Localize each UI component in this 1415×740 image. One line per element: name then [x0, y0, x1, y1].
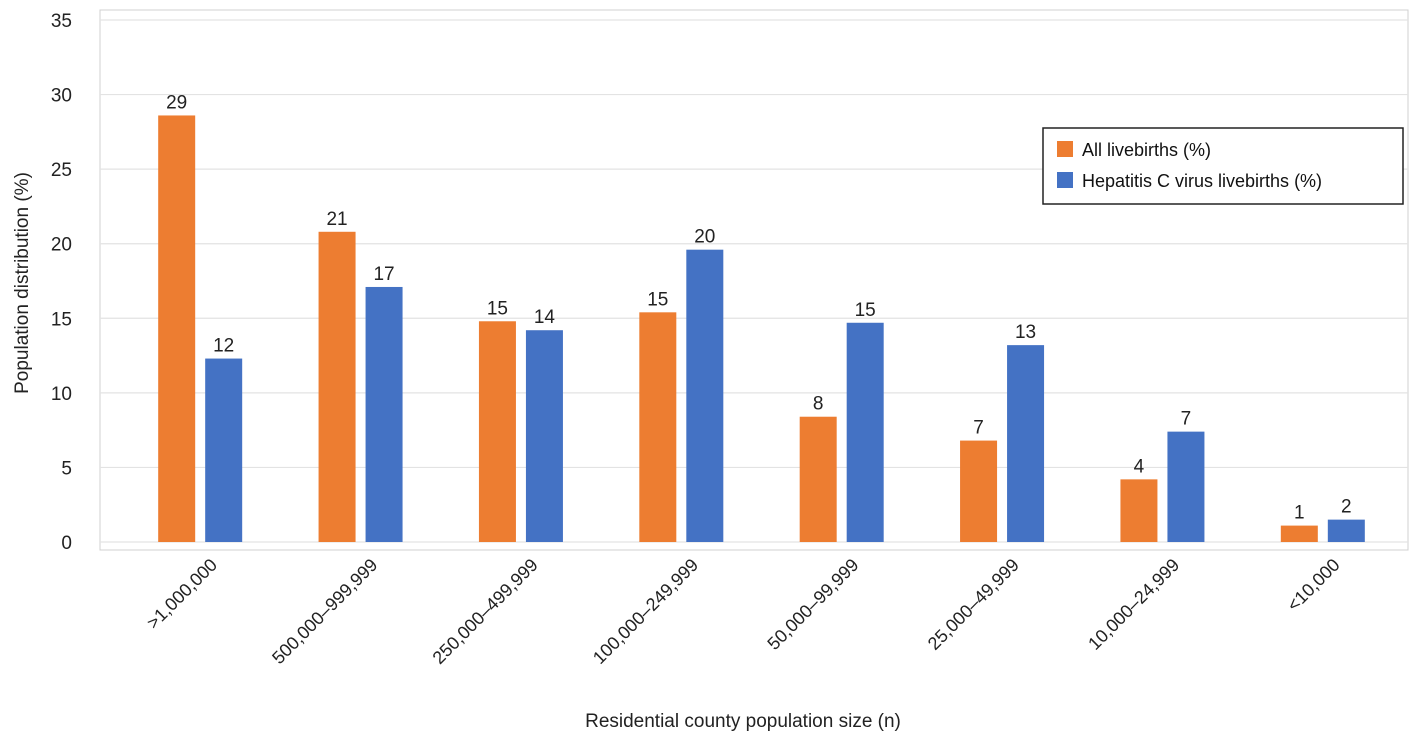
x-tick-label: 100,000–249,999: [589, 555, 702, 668]
x-tick-label: >1,000,000: [143, 555, 221, 633]
bar-all-livebirths: [158, 115, 196, 543]
data-label: 29: [166, 92, 187, 113]
data-label: 14: [534, 307, 556, 328]
bar-all-livebirths: [639, 312, 677, 542]
legend-label-all-livebirths: All livebirths (%): [1082, 140, 1211, 160]
data-label: 2: [1341, 497, 1352, 518]
legend-swatch-all-livebirths: [1057, 141, 1073, 157]
x-axis-title: Residential county population size (n): [585, 711, 901, 732]
data-label: 7: [1181, 409, 1192, 430]
bar-hcv-livebirths: [1007, 345, 1045, 542]
data-label: 4: [1134, 456, 1145, 477]
data-label: 13: [1015, 322, 1036, 343]
bar-all-livebirths: [799, 416, 837, 542]
bar-hcv-livebirths: [686, 249, 724, 542]
y-axis-ticks: 0 5 10 15 20 25 30 35: [51, 11, 72, 554]
bar-all-livebirths: [960, 440, 998, 542]
x-tick-label: 250,000–499,999: [429, 555, 542, 668]
y-tick-label: 20: [51, 235, 72, 256]
legend-label-hcv-livebirths: Hepatitis C virus livebirths (%): [1082, 171, 1322, 191]
data-label: 15: [855, 300, 876, 321]
bar-all-livebirths: [318, 231, 356, 543]
x-tick-label: 50,000–99,999: [763, 555, 862, 654]
y-tick-label: 15: [51, 309, 72, 330]
data-label: 15: [647, 289, 668, 310]
legend-frame: [1042, 127, 1404, 205]
data-label: 1: [1294, 503, 1305, 524]
data-label: 7: [973, 418, 984, 439]
y-tick-label: 35: [51, 11, 72, 32]
bar-all-livebirths: [478, 321, 516, 542]
bar-hcv-livebirths: [1327, 519, 1365, 542]
legend-swatch-hcv-livebirths: [1057, 172, 1073, 188]
bar-hcv-livebirths: [525, 330, 563, 542]
y-tick-label: 0: [61, 533, 72, 554]
data-label: 21: [326, 209, 347, 230]
bar-hcv-livebirths: [1167, 431, 1205, 542]
x-tick-label: 10,000–24,999: [1084, 555, 1183, 654]
x-tick-label: 25,000–49,999: [924, 555, 1023, 654]
bar-hcv-livebirths: [365, 286, 403, 542]
bar-hcv-livebirths: [846, 322, 884, 542]
y-tick-label: 5: [61, 458, 72, 479]
data-label: 15: [487, 298, 508, 319]
plot-frame: [99, 9, 1409, 551]
legend: All livebirths (%) Hepatitis C virus liv…: [1042, 127, 1404, 205]
gridlines: [100, 19, 1408, 543]
x-axis-ticks: >1,000,000 500,000–999,999 250,000–499,999…: [143, 555, 1344, 668]
bar-all-livebirths: [1280, 525, 1318, 542]
x-tick-label: <10,000: [1283, 555, 1344, 616]
data-label: 12: [213, 336, 234, 357]
y-tick-label: 10: [51, 384, 72, 405]
y-axis-title: Population distribution (%): [12, 172, 33, 394]
y-tick-label: 25: [51, 160, 72, 181]
bar-hcv-livebirths: [205, 358, 243, 542]
y-tick-label: 30: [51, 86, 72, 107]
bars: [158, 115, 1365, 543]
x-tick-label: 500,000–999,999: [268, 555, 381, 668]
bar-all-livebirths: [1120, 479, 1158, 542]
data-label: 17: [373, 264, 394, 285]
data-label: 8: [813, 394, 824, 415]
data-label: 20: [694, 227, 715, 248]
